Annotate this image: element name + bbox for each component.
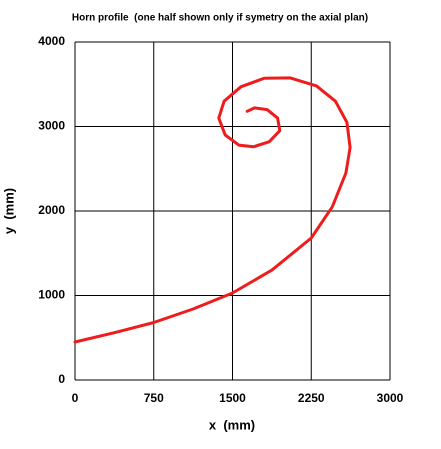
y-tick-label: 2000 <box>38 203 65 217</box>
x-tick-label: 0 <box>72 391 79 405</box>
y-tick-label: 0 <box>58 372 65 386</box>
y-tick-label: 3000 <box>38 119 65 133</box>
y-tick-label: 1000 <box>38 288 65 302</box>
x-tick-label: 2250 <box>298 391 325 405</box>
y-axis-label: y (mm) <box>1 188 16 234</box>
y-tick-label: 4000 <box>38 34 65 48</box>
x-tick-label: 3000 <box>377 391 404 405</box>
chart-title: Horn profile (one half shown only if sym… <box>72 13 368 24</box>
x-tick-label: 750 <box>144 391 164 405</box>
x-axis-label: x (mm) <box>209 417 255 432</box>
x-tick-label: 1500 <box>219 391 246 405</box>
spiral-line <box>73 76 352 344</box>
